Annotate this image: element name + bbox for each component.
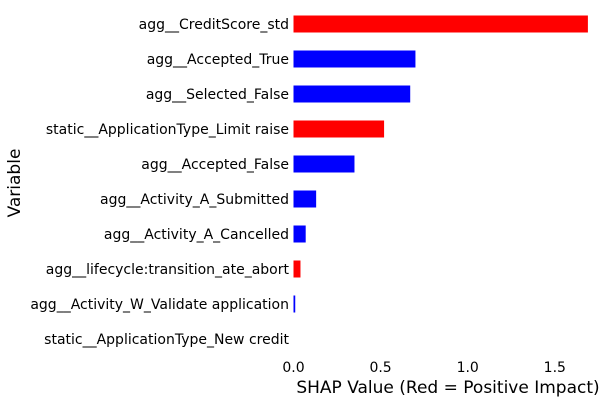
category-label: agg__Selected_False	[146, 87, 289, 103]
category-label: agg__Activity_A_Cancelled	[104, 227, 289, 243]
category-label: agg__CreditScore_std	[139, 17, 289, 33]
x-tick-label: 0.0	[282, 360, 304, 376]
x-tick-labels: 0.0 0.5 1.0 1.5	[282, 360, 566, 376]
bars	[293, 15, 588, 313]
bar	[293, 120, 385, 138]
x-tick-label: 1.5	[544, 360, 566, 376]
category-label: agg__Activity_W_Validate application	[30, 297, 289, 313]
category-label: static__ApplicationType_Limit raise	[46, 122, 289, 138]
bar	[293, 225, 306, 243]
bar	[293, 50, 416, 68]
category-label: agg__Accepted_False	[141, 157, 289, 173]
category-label: agg__lifecycle:transition_ate_abort	[46, 262, 290, 278]
category-labels: agg__CreditScore_std agg__Accepted_Trueag…	[30, 17, 289, 348]
bar	[293, 155, 355, 173]
x-tick-label: 0.5	[369, 360, 391, 376]
bar	[293, 15, 588, 33]
category-label: agg__Accepted_True	[147, 52, 289, 68]
x-axis-title: SHAP Value (Red = Positive Impact)	[296, 378, 599, 398]
y-axis-title: Variable	[5, 149, 25, 218]
x-tick-label: 1.0	[457, 360, 479, 376]
category-label: static__ApplicationType_New credit	[44, 332, 289, 348]
bar	[293, 260, 301, 278]
bar	[293, 190, 317, 208]
category-label: agg__Activity_A_Submitted	[100, 192, 289, 208]
bar	[293, 295, 296, 313]
bar	[293, 85, 411, 103]
